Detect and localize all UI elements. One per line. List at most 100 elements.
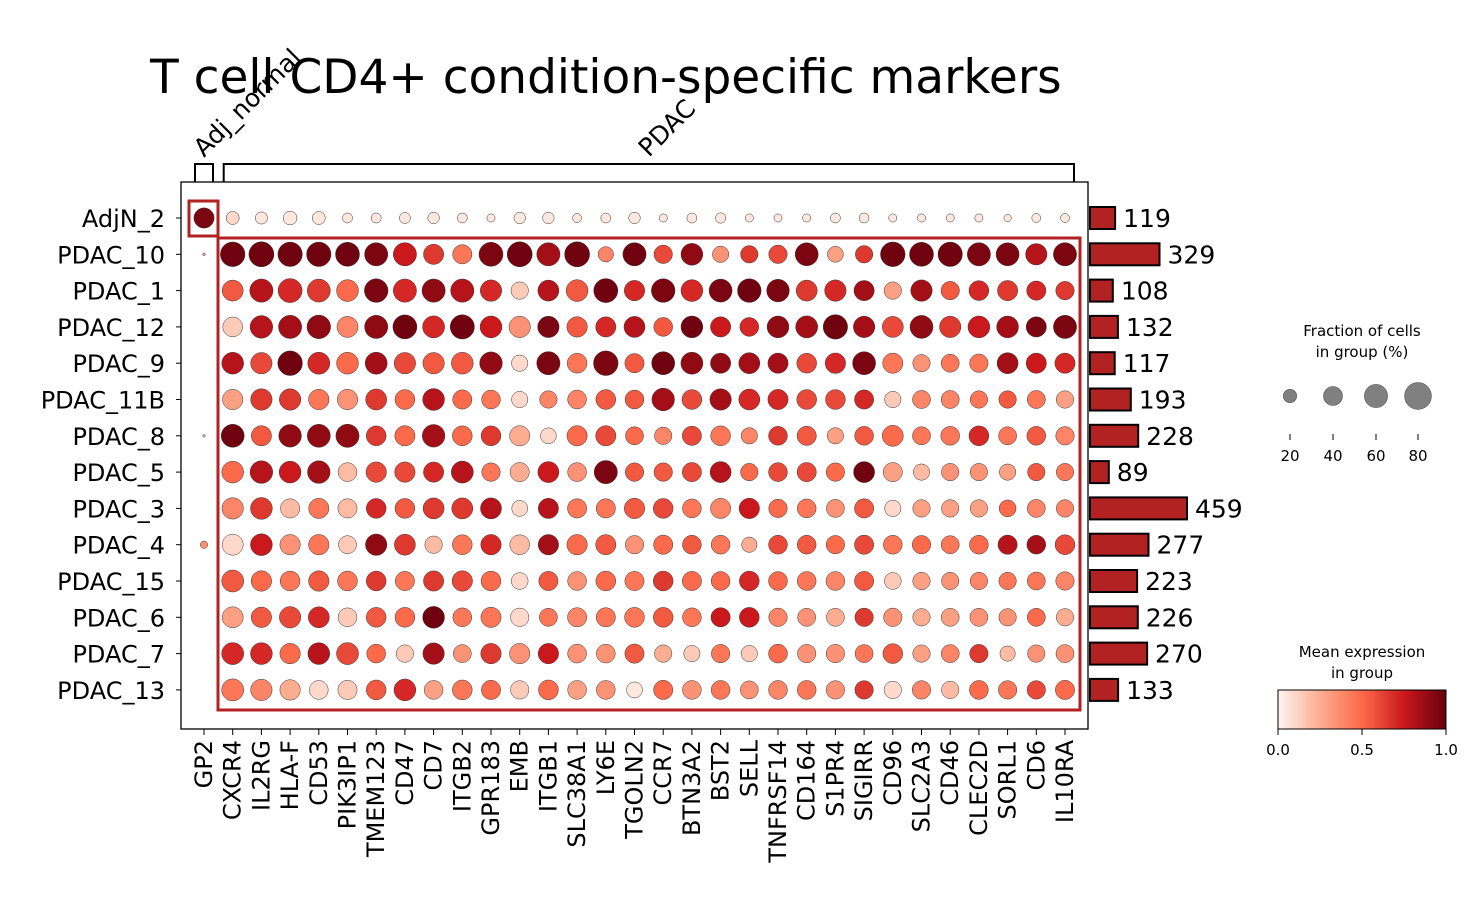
dot-PDAC_5-CXCR4 <box>221 460 244 484</box>
count-bar-PDAC_11B <box>1089 387 1132 412</box>
dot-PDAC_6-BST2 <box>710 607 731 628</box>
dot-PDAC_3-SLC2A3 <box>912 499 931 518</box>
dot-PDAC_12-SORL1 <box>996 315 1019 339</box>
count-bar-PDAC_1 <box>1089 278 1114 303</box>
dot-PDAC_15-GPR183 <box>480 570 502 592</box>
dot-PDAC_5-S1PR4 <box>825 462 845 482</box>
dot-PDAC_3-GPR183 <box>480 497 502 520</box>
dot-PDAC_15-S1PR4 <box>825 571 846 591</box>
dot-AdjN_2-HLA-F <box>282 210 298 226</box>
dot-PDAC_8-TNFRSF14 <box>768 426 788 446</box>
dot-PDAC_13-SIGIRR <box>854 680 874 700</box>
dot-PDAC_1-CD53 <box>307 278 331 303</box>
dot-PDAC_8-GP2 <box>202 434 206 438</box>
count-label: 329 <box>1168 240 1216 269</box>
dot-PDAC_5-SELL <box>740 463 759 482</box>
dot-PDAC_3-S1PR4 <box>826 499 845 518</box>
count-label: 226 <box>1146 603 1194 632</box>
dot-PDAC_12-BST2 <box>710 316 731 338</box>
dot-PDAC_12-CD46 <box>939 315 962 338</box>
dot-PDAC_1-SLC38A1 <box>565 279 589 302</box>
dot-PDAC_12-CCR7 <box>653 317 673 337</box>
dot-PDAC_9-EMB <box>511 354 529 372</box>
dot-PDAC_11B-CCR7 <box>651 387 675 412</box>
dot-PDAC_12-SELL <box>739 317 759 337</box>
dot-PDAC_7-CD6 <box>1027 644 1046 663</box>
colorbar-tick-label: 0.5 <box>1350 741 1374 759</box>
dot-PDAC_10-EMB <box>506 241 533 268</box>
size-legend-title: Fraction of cells <box>1303 322 1421 340</box>
dot-PDAC_6-EMB <box>510 607 530 627</box>
dot-PDAC_10-CD7 <box>423 243 444 265</box>
dot-PDAC_7-CD53 <box>307 642 330 665</box>
dot-PDAC_15-EMB <box>511 572 529 590</box>
dot-PDAC_10-PIK3IP1 <box>335 242 360 267</box>
count-label: 228 <box>1146 422 1194 451</box>
dot-PDAC_9-SLC2A3 <box>912 354 931 373</box>
dot-AdjN_2-ITGB1 <box>542 211 555 225</box>
dot-PDAC_9-TGOLN2 <box>624 353 645 374</box>
dot-PDAC_3-HLA-F <box>280 498 300 519</box>
dot-PDAC_15-LY6E <box>595 570 616 592</box>
size-legend-dot <box>1283 388 1298 403</box>
dot-PDAC_9-CD164 <box>796 353 817 374</box>
dot-PDAC_5-CCR7 <box>653 462 673 482</box>
dot-PDAC_3-SIGIRR <box>854 498 874 519</box>
dot-PDAC_4-SLC38A1 <box>566 534 588 556</box>
dot-PDAC_7-CD7 <box>422 642 445 665</box>
count-label: 108 <box>1121 277 1169 306</box>
dot-PDAC_7-EMB <box>509 643 531 665</box>
dot-PDAC_15-TMEM123 <box>366 570 387 592</box>
dot-PDAC_15-IL10RA <box>1055 571 1075 591</box>
dot-PDAC_11B-S1PR4 <box>825 389 846 410</box>
dot-PDAC_10-BTN3A2 <box>680 243 704 266</box>
dot-PDAC_9-ITGB2 <box>451 352 474 375</box>
dot-PDAC_1-CD47 <box>393 278 417 303</box>
dot-PDAC_11B-CD47 <box>394 389 416 410</box>
dot-PDAC_8-SLC38A1 <box>566 425 588 447</box>
dot-PDAC_5-CD6 <box>1027 463 1046 482</box>
dot-PDAC_12-IL2RG <box>249 315 273 339</box>
dot-PDAC_3-CD47 <box>394 498 416 519</box>
gene-label: GPR183 <box>477 740 505 836</box>
dot-AdjN_2-CXCR4 <box>225 211 240 225</box>
dot-AdjN_2-PIK3IP1 <box>342 212 353 224</box>
dot-PDAC_1-CD164 <box>795 279 818 302</box>
dot-PDAC_7-CCR7 <box>654 644 673 663</box>
highlight-adj-normal <box>187 199 220 238</box>
dot-PDAC_12-CD47 <box>392 314 418 340</box>
dot-PDAC_3-SORL1 <box>998 499 1017 518</box>
dot-PDAC_11B-SLC2A3 <box>912 390 931 409</box>
gene-label: CD47 <box>391 740 419 806</box>
dot-PDAC_10-SLC2A3 <box>909 242 934 267</box>
dot-PDAC_13-TNFRSF14 <box>768 680 788 700</box>
dot-PDAC_7-TMEM123 <box>366 643 386 664</box>
dot-PDAC_3-BTN3A2 <box>682 498 702 519</box>
dot-PDAC_9-BST2 <box>710 352 731 374</box>
size-legend-dot <box>1364 384 1388 408</box>
count-label: 223 <box>1145 567 1193 596</box>
dot-PDAC_12-TGOLN2 <box>623 316 646 338</box>
gene-label: GP2 <box>190 740 218 788</box>
dot-PDAC_12-SIGIRR <box>853 315 876 338</box>
dot-PDAC_1-CCR7 <box>651 278 676 303</box>
dot-PDAC_11B-LY6E <box>595 389 616 410</box>
dot-PDAC_11B-TMEM123 <box>365 388 387 411</box>
dot-PDAC_7-CD96 <box>882 643 903 664</box>
dot-PDAC_4-TMEM123 <box>365 533 388 556</box>
gene-label: BST2 <box>707 740 735 801</box>
dot-PDAC_6-CLEC2D <box>969 608 989 627</box>
group-label: PDAC_6 <box>72 604 165 632</box>
group-label: PDAC_5 <box>72 459 165 487</box>
dot-PDAC_5-IL2RG <box>249 460 273 484</box>
group-label: PDAC_15 <box>57 568 165 596</box>
highlight-pdac <box>216 236 1082 712</box>
count-bar-PDAC_5 <box>1089 460 1110 485</box>
dot-PDAC_3-IL2RG <box>250 497 273 520</box>
count-label: 193 <box>1139 386 1187 415</box>
group-label: PDAC_4 <box>72 532 165 560</box>
dot-PDAC_13-IL2RG <box>250 678 273 701</box>
dot-PDAC_13-LY6E <box>596 680 616 700</box>
dot-PDAC_10-TNFRSF14 <box>768 244 788 264</box>
